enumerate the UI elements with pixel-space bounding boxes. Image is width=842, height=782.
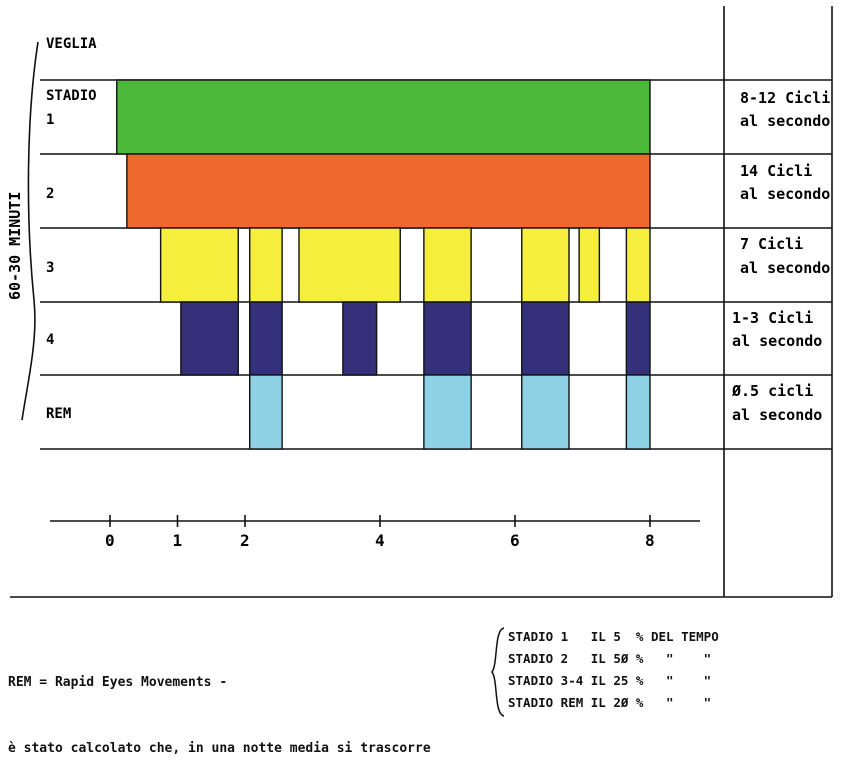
desc-stage4-line2: al secondo (732, 332, 822, 350)
sleep-stages-diagram: 60-30 MINUTI VEGLIA STADIO 1 2 3 4 REM 8… (6, 6, 833, 598)
stage-blocks (116, 79, 651, 450)
desc-stage2-line1: 14 Cicli (740, 162, 812, 180)
desc-rem-line2: al secondo (732, 406, 822, 424)
axis-tick-label: 0 (105, 531, 115, 550)
stage3-block (249, 227, 283, 303)
axis-tick-label: 6 (510, 531, 520, 550)
bracket (21, 41, 39, 421)
stage2-block (126, 153, 651, 229)
axis-tick-label: 1 (173, 531, 183, 550)
desc-stage4-line1: 1-3 Cicli (732, 309, 813, 327)
stage3-block (578, 227, 601, 303)
desc-stage1-line2: al secondo (740, 112, 830, 130)
stage4-block (180, 301, 239, 376)
rem-block (249, 374, 283, 450)
stage-label-rem: REM (46, 406, 71, 422)
rem-block (521, 374, 570, 450)
stage-label-1: 1 (46, 112, 54, 128)
stats-brace (491, 627, 505, 717)
axis-ticks: 0 1 2 4 6 8 (105, 515, 655, 550)
stage3-block (625, 227, 651, 303)
stage-label-stadio: STADIO (46, 88, 97, 104)
stats-row-stage1: STADIO 1 IL 5 % DEL TEMPO (508, 629, 719, 644)
stage4-block (342, 301, 378, 376)
stage-label-4: 4 (46, 332, 54, 348)
stage-label-3: 3 (46, 260, 54, 276)
stage-label-2: 2 (46, 186, 54, 202)
axis-tick-label: 2 (240, 531, 250, 550)
desc-stage3-line2: al secondo (740, 259, 830, 277)
legend: REM = Rapid Eyes Movements - è stato cal… (8, 628, 431, 782)
stats-row-rem: STADIO REM IL 2Ø % " " (508, 695, 712, 710)
legend-line-2: è stato calcolato che, in una notte medi… (8, 741, 431, 756)
axis-tick-label: 4 (375, 531, 385, 550)
axis-tick-label: 8 (645, 531, 655, 550)
desc-stage2-line2: al secondo (740, 185, 830, 203)
stats-list: STADIO 1 IL 5 % DEL TEMPO STADIO 2 IL 5Ø… (508, 626, 719, 714)
rem-block (625, 374, 651, 450)
side-label: 60-30 MINUTI (6, 192, 24, 300)
stage3-block (159, 227, 239, 303)
stage1-block (116, 79, 651, 155)
rem-block (423, 374, 472, 450)
stats-row-stage2: STADIO 2 IL 5Ø % " " (508, 651, 712, 666)
stage3-block (298, 227, 401, 303)
stage3-block (423, 227, 472, 303)
stage4-block (423, 301, 472, 376)
desc-stage3-line1: 7 Cicli (740, 235, 803, 253)
stage4-block (625, 301, 651, 376)
stage-label-veglia: VEGLIA (46, 36, 97, 52)
stage4-block (521, 301, 570, 376)
stage3-block (521, 227, 570, 303)
stats-row-stage34: STADIO 3-4 IL 25 % " " (508, 673, 712, 688)
desc-stage1-line1: 8-12 Cicli (740, 89, 830, 107)
legend-line-1: REM = Rapid Eyes Movements - (8, 675, 228, 690)
stage4-block (249, 301, 283, 376)
desc-rem-line1: Ø.5 cicli (731, 382, 813, 400)
